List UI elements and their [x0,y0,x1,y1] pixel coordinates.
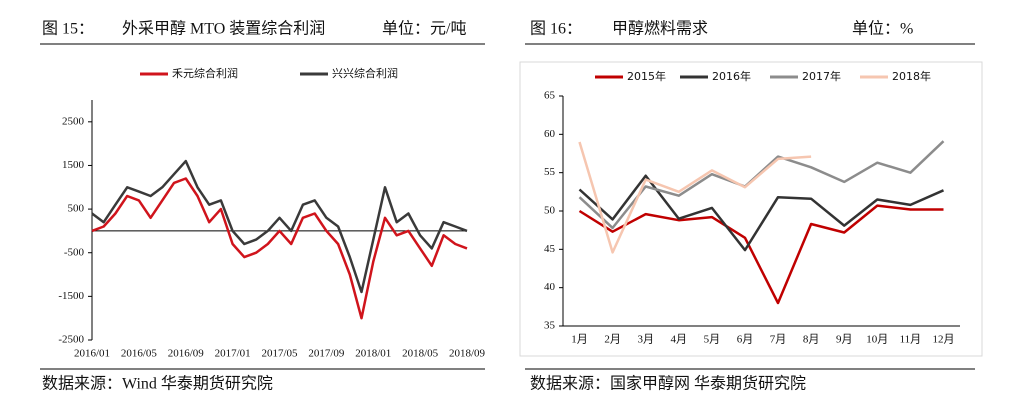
unit-label: 单位：% [852,20,913,38]
x-tick-label: 1月 [571,334,588,346]
x-tick-label: 2018/01 [355,348,391,360]
legend-label: 2017年 [802,69,841,83]
x-tick-label: 4月 [671,334,688,346]
legend-label: 2016年 [712,69,751,83]
source-note: 数据来源：Wind 华泰期货研究院 [42,375,273,393]
x-tick-label: 8月 [803,334,820,346]
y-tick-label: -1500 [58,290,84,302]
y-tick-label: 60 [544,128,556,140]
x-tick-label: 6月 [737,334,754,346]
x-tick-label: 7月 [770,334,787,346]
x-tick-label: 2018/05 [402,348,439,360]
figure-label: 图 15： [42,21,94,38]
chart-title: 甲醇燃料需求 [612,20,708,38]
series-line [578,140,945,230]
legend-label: 2018年 [892,69,931,83]
x-tick-label: 2017/01 [215,348,251,360]
x-tick-label: 2016/09 [168,348,205,360]
x-tick-label: 9月 [836,334,853,346]
y-tick-label: 35 [544,320,556,332]
y-tick-label: 65 [544,90,556,102]
series-line [578,141,812,254]
series-line [578,174,945,252]
series-line [91,177,468,320]
x-tick-label: 2017/05 [261,348,298,360]
x-tick-label: 12月 [932,334,954,346]
legend-label: 禾元综合利润 [172,66,238,80]
x-tick-label: 2018/09 [449,348,486,360]
y-tick-label: 50 [544,205,556,217]
y-tick-label: 55 [544,166,556,178]
legend-label: 兴兴综合利润 [332,66,398,80]
figure-label: 图 16： [530,21,582,38]
x-tick-label: 3月 [637,334,654,346]
y-tick-label: -500 [64,246,85,258]
x-tick-label: 2月 [604,334,621,346]
source-note: 数据来源：国家甲醇网 华泰期货研究院 [530,375,806,393]
plot-frame [519,61,983,357]
x-tick-label: 2016/01 [74,348,110,360]
legend-label: 2015年 [627,69,666,83]
y-tick-label: 500 [68,203,85,215]
x-tick-label: 5月 [704,334,721,346]
y-tick-label: 40 [544,281,556,293]
x-tick-label: 11月 [900,334,922,346]
series-line [578,204,944,305]
series-line [91,159,468,294]
chart-title: 外采甲醇 MTO 装置综合利润 [122,20,325,38]
x-tick-label: 2016/05 [121,348,158,360]
x-tick-label: 2017/09 [308,348,345,360]
x-tick-label: 10月 [866,334,888,346]
y-tick-label: 45 [544,243,556,255]
y-tick-label: -2500 [58,334,84,346]
y-tick-label: 1500 [62,159,85,171]
y-tick-label: 2500 [62,115,85,127]
unit-label: 单位：元/吨 [382,20,466,38]
